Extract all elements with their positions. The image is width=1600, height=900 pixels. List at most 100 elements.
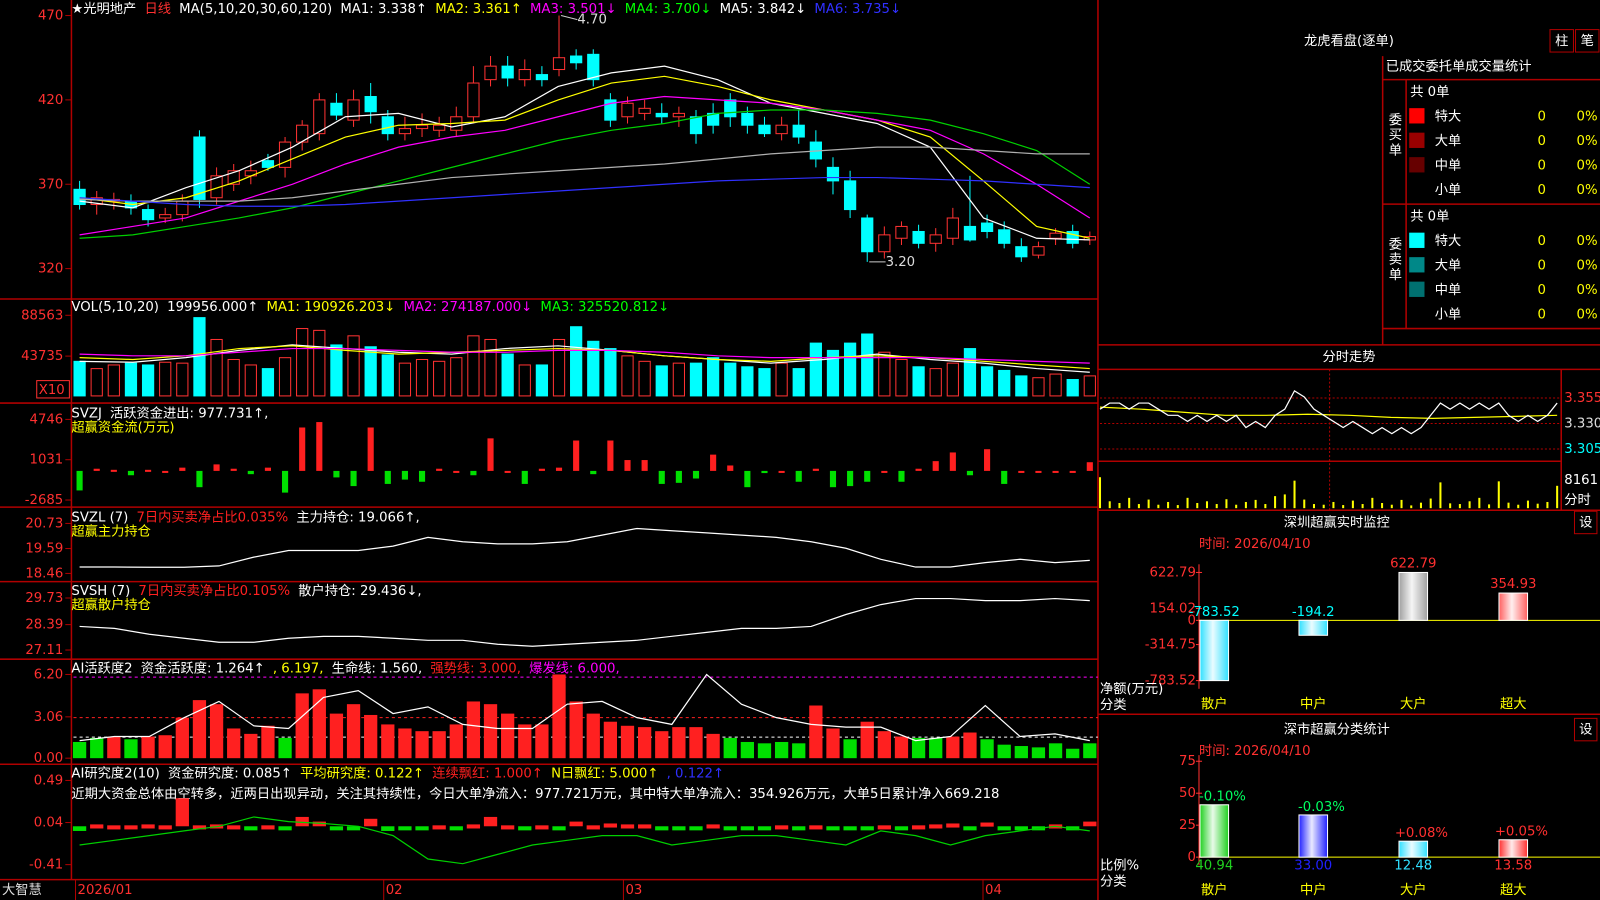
- flow-bar: [299, 427, 306, 471]
- candle-body: [861, 217, 874, 253]
- activity-bar: [894, 736, 909, 759]
- activity-bar: [1066, 748, 1080, 759]
- header-item: SVZL (7): [71, 510, 128, 525]
- row-name: 中单: [1435, 157, 1462, 173]
- value-label: 622.79: [1390, 556, 1436, 571]
- swatch: [1409, 132, 1425, 148]
- research-bar: [672, 826, 686, 831]
- activity-bar: [346, 704, 361, 759]
- header-item: SVSH (7): [71, 584, 130, 599]
- research-bar: [603, 823, 618, 828]
- y-tick-label: 3.06: [34, 710, 64, 725]
- y-tick-label: -0.41: [29, 858, 63, 873]
- button-label[interactable]: 柱: [1555, 33, 1568, 49]
- header-item: 强势线: 3.000,: [430, 660, 521, 676]
- volume-bar: [1083, 375, 1096, 397]
- row-pct: 0%: [1577, 134, 1598, 149]
- volume-bar: [792, 368, 805, 397]
- flow-bar: [641, 460, 648, 471]
- activity-bar: [192, 700, 207, 759]
- volume-bar: [604, 348, 617, 397]
- panel-header: ★光明地产 日线 MA(5,10,20,30,60,120) MA1: 3.338↑ M…: [71, 1, 901, 17]
- y-tick-label: -2685: [25, 493, 64, 508]
- candle-body: [227, 170, 240, 185]
- y-tick-label: 6.20: [34, 667, 64, 682]
- flow-bar: [436, 468, 443, 471]
- time-label: 时间: 2026/04/10: [1199, 743, 1311, 759]
- header-item: MA6: 3.735↓: [814, 2, 901, 17]
- date-label: 02: [386, 883, 403, 898]
- row-name: 特大: [1435, 233, 1462, 249]
- change-label: +0.05%: [1495, 825, 1548, 840]
- header-item: SVZJ: [71, 406, 101, 421]
- volume-bar: [501, 353, 514, 397]
- value-label: -194.2: [1292, 605, 1335, 620]
- bar-shine: [1498, 593, 1528, 621]
- button[interactable]: [1549, 29, 1574, 53]
- volume-bar: [741, 366, 754, 397]
- flow-bar: [692, 470, 700, 479]
- volume-bar: [90, 368, 103, 397]
- volume-bar: [878, 351, 891, 397]
- flow-bar: [744, 470, 751, 488]
- change-label: +0.08%: [1395, 826, 1448, 841]
- bar-shine: [1200, 804, 1229, 858]
- candle-body: [912, 230, 925, 244]
- header-item: 平均研究度: 0.122↑: [300, 765, 424, 781]
- panel-title: 深市超赢分类统计: [1284, 721, 1390, 738]
- flow-bar: [127, 470, 135, 476]
- panel-header: VOL(5,10,20) 199956.000↑ MA1: 190926.203↓ M…: [71, 300, 669, 315]
- candle-body: [330, 102, 343, 116]
- flow-bar: [1069, 470, 1076, 473]
- swatch: [1409, 181, 1425, 197]
- button-label[interactable]: 设: [1579, 514, 1592, 530]
- flow-bar: [282, 470, 289, 493]
- header-item: 连续飘红: 1.000↑: [432, 765, 543, 781]
- button[interactable]: [1575, 29, 1600, 53]
- activity-bar: [261, 725, 275, 759]
- candle-body: [552, 57, 566, 71]
- volume-bar: [227, 358, 240, 397]
- activity-bar: [90, 737, 104, 759]
- research-bar: [141, 824, 155, 829]
- header-item: MA5: 3.842↓: [720, 2, 807, 17]
- candle-body: [1015, 246, 1028, 258]
- line: [79, 65, 1090, 241]
- axis-label: 分类: [1100, 874, 1127, 890]
- y-tick-label: 3.330: [1564, 416, 1600, 431]
- y-tick-label: 18.46: [25, 566, 63, 581]
- button-label[interactable]: 设: [1579, 722, 1592, 738]
- candle-body: [433, 124, 446, 131]
- candle-body: [621, 102, 634, 118]
- date-label: 04: [985, 883, 1002, 898]
- volume-bar: [980, 366, 994, 397]
- volume-bar: [107, 364, 120, 397]
- y-tick-label: 3.355: [1564, 391, 1600, 406]
- activity-bar: [877, 731, 891, 759]
- intraday-line: [1099, 406, 1558, 419]
- flow-bar: [675, 470, 682, 483]
- button[interactable]: [1573, 510, 1598, 535]
- y-tick-label: 8161: [1564, 473, 1598, 488]
- volume-bar: [484, 338, 497, 397]
- research-bar: [398, 826, 412, 831]
- candle-body: [159, 214, 172, 219]
- category-label: 中户: [1300, 695, 1327, 712]
- y-tick-label: -314.75: [1145, 638, 1196, 653]
- y-tick-label: 0: [1187, 613, 1195, 628]
- panel-subtitle: 已成交委托单成交量统计: [1386, 57, 1532, 74]
- candle-body: [1066, 230, 1079, 244]
- y-tick-label: 154.02: [1150, 602, 1196, 617]
- category-label: 大户: [1400, 881, 1427, 898]
- activity-bar: [1014, 746, 1028, 759]
- flow-bar: [898, 470, 905, 482]
- row-name: 大单: [1435, 257, 1462, 273]
- button-label[interactable]: 笔: [1581, 33, 1594, 49]
- row-pct: 0%: [1577, 307, 1598, 322]
- button[interactable]: [1573, 717, 1598, 742]
- activity-bar: [124, 739, 138, 759]
- volume-bar: [929, 368, 942, 397]
- activity-bar: [774, 741, 789, 759]
- header-item: 活跃资金进出: 977.731↑,: [110, 405, 268, 421]
- flow-bar: [658, 470, 665, 484]
